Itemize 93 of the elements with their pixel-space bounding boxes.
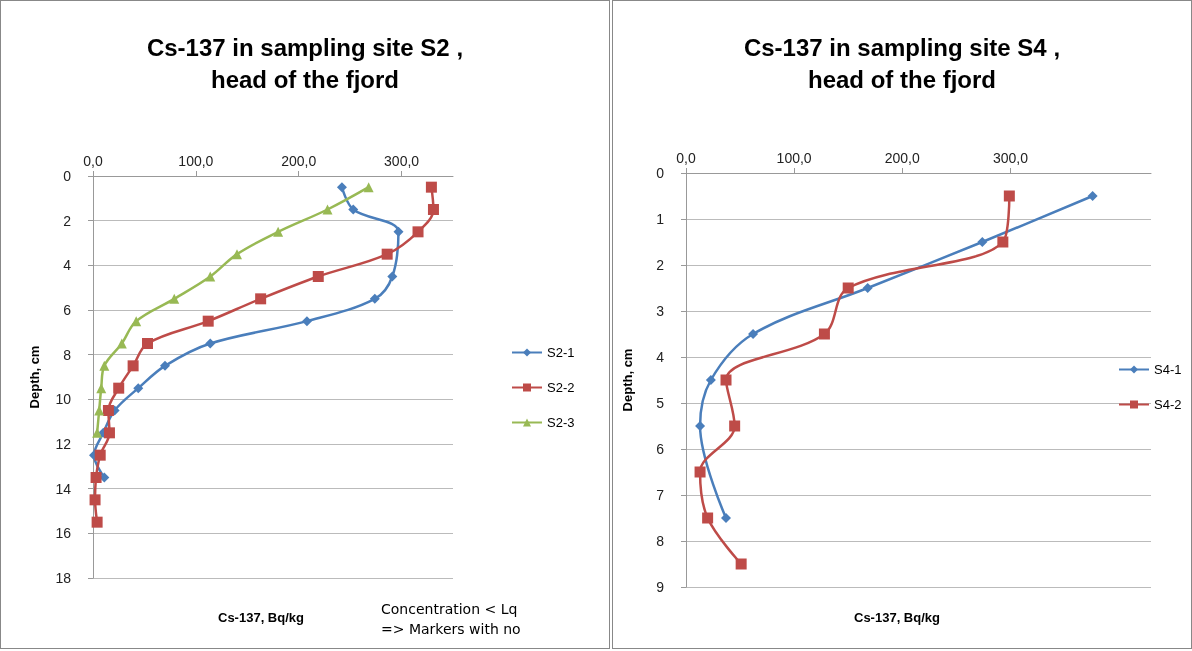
x-axis-title: Cs-137, Bq/kg: [218, 610, 305, 625]
point: [393, 226, 404, 237]
point: [412, 226, 424, 238]
point: [735, 558, 747, 570]
y-tick-label: 9: [656, 579, 665, 595]
y-tick-label: 5: [656, 395, 665, 411]
x-tick-label: 100,0: [776, 150, 812, 166]
y-tick-label: 8: [656, 533, 665, 549]
point: [205, 338, 216, 349]
legend-label: S4-2: [1154, 397, 1182, 412]
x-tick-label: 100,0: [178, 153, 214, 169]
point: [127, 360, 139, 372]
point: [977, 237, 988, 247]
point: [99, 360, 110, 371]
point: [322, 204, 333, 215]
point: [862, 283, 873, 293]
x-tick-label: 200,0: [281, 153, 317, 169]
point: [205, 271, 216, 282]
point: [312, 271, 324, 282]
point: [363, 182, 374, 193]
point: [90, 472, 102, 483]
point: [102, 405, 114, 416]
point: [169, 293, 180, 304]
point: [997, 236, 1009, 248]
y-tick-label: 10: [55, 391, 72, 408]
x-tick-label: 0,0: [83, 153, 103, 169]
y-tick-label: 8: [63, 346, 72, 363]
legend-label: S4-1: [1154, 362, 1182, 377]
point: [705, 375, 716, 385]
point: [113, 382, 125, 394]
point: [336, 182, 347, 193]
point: [273, 226, 284, 237]
y-tick-label: 0: [656, 165, 665, 181]
point: [116, 338, 127, 349]
x-tick-label: 300,0: [992, 150, 1029, 166]
point: [387, 271, 398, 282]
point: [1003, 190, 1015, 202]
point: [103, 427, 115, 439]
x-tick-label: 200,0: [884, 150, 920, 166]
point: [720, 374, 732, 386]
y-tick-label: 4: [63, 257, 72, 274]
point: [142, 338, 154, 349]
point: [89, 494, 101, 506]
point: [721, 513, 732, 523]
point: [348, 204, 359, 215]
text: Concentration < Lq => Markers with no: [381, 601, 521, 637]
y-tick-label: 12: [55, 436, 72, 452]
point: [1087, 191, 1098, 201]
legend-label: S2-3: [547, 415, 575, 430]
y-tick-label: 16: [55, 525, 72, 542]
point: [694, 466, 706, 478]
point: [729, 420, 741, 432]
legend-label: S2-1: [547, 345, 575, 360]
point: [94, 449, 106, 461]
point: [748, 329, 759, 339]
y-axis-title: Depth, cm: [27, 345, 42, 409]
point: [131, 316, 142, 327]
point: [702, 512, 714, 524]
y-tick-label: 4: [656, 349, 665, 365]
y-tick-label: 1: [656, 211, 665, 227]
point: [96, 383, 107, 394]
y-tick-label: 18: [55, 570, 72, 586]
point: [381, 248, 393, 260]
y-tick-label: 6: [656, 441, 665, 457]
point: [91, 516, 103, 528]
legend-label: S2-2: [547, 380, 575, 395]
y-tick-label: 0: [63, 168, 72, 184]
y-tick-label: 2: [63, 212, 72, 229]
point: [425, 181, 437, 193]
x-tick-label: 0,0: [676, 150, 696, 166]
x-axis-title: Cs-137, Bq/kg: [854, 610, 941, 625]
y-tick-label: 7: [656, 487, 665, 503]
point: [695, 421, 706, 431]
y-tick-label: 2: [656, 257, 665, 273]
chart-title: Cs-137 in sampling site S2 , head of the fjord: [146, 33, 464, 93]
point: [842, 282, 854, 294]
point: [94, 405, 105, 416]
chart-title: Cs-137 in sampling site S4 , head of the fjord: [743, 33, 1061, 93]
x-tick-label: 300,0: [384, 153, 420, 169]
point: [818, 328, 830, 340]
y-tick-label: 6: [63, 302, 72, 318]
y-tick-label: 3: [656, 303, 665, 319]
point: [232, 249, 242, 260]
point: [133, 383, 144, 394]
y-axis-title: Depth, cm: [620, 348, 635, 412]
point: [301, 316, 312, 327]
point: [369, 293, 380, 304]
y-tick-label: 14: [55, 480, 72, 497]
point: [255, 293, 267, 305]
point: [92, 427, 103, 438]
point: [160, 360, 170, 371]
point: [202, 315, 214, 327]
point: [427, 204, 439, 215]
